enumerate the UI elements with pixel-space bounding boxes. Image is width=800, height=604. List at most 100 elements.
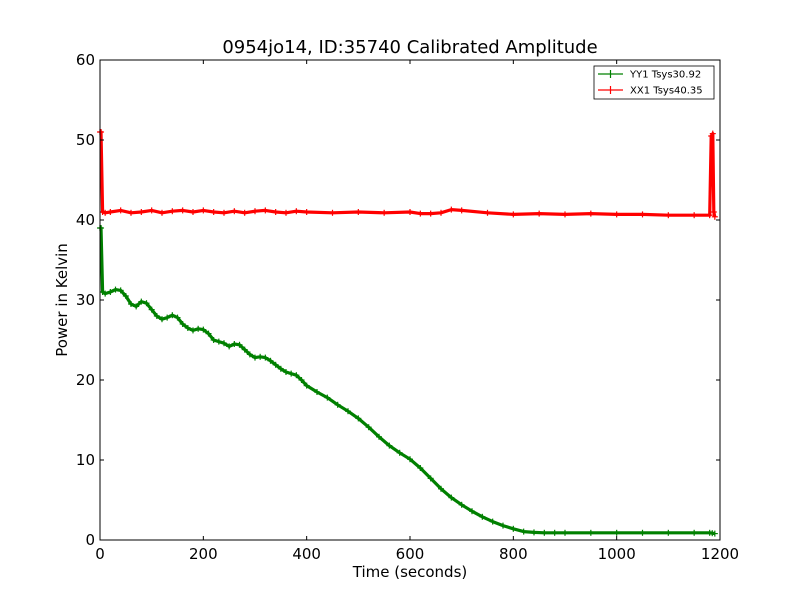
- series-0-point: [210, 337, 217, 343]
- series-0-point: [205, 330, 212, 337]
- series-1-point: [691, 212, 698, 219]
- series-1-point: [262, 207, 269, 214]
- series-0-point: [262, 354, 269, 361]
- y-axis-label: Power in Kelvin: [53, 243, 71, 357]
- series-1-point: [355, 209, 362, 215]
- legend-entry-yy1: YY1 Tsys30.92: [598, 70, 701, 81]
- series-0-point: [531, 529, 537, 536]
- series-0-line: [99, 226, 716, 536]
- series-0-point: [500, 522, 506, 529]
- series-1-point: [587, 210, 594, 217]
- series-1-point: [98, 129, 105, 135]
- series-0-point: [107, 289, 114, 295]
- y-tick-label: 30: [76, 291, 95, 309]
- series-0-point: [386, 442, 393, 449]
- series-0-point: [195, 325, 202, 332]
- series-1-point: [272, 209, 279, 215]
- series-0-point: [272, 361, 279, 368]
- x-tick-label: 600: [396, 545, 425, 563]
- series-1-point: [107, 209, 114, 215]
- y-tick-label: 60: [76, 51, 95, 69]
- series-0-point: [396, 449, 403, 456]
- series-1-point: [417, 210, 424, 217]
- series-1-point: [190, 209, 196, 215]
- series-0-point: [153, 313, 160, 319]
- series-0-point: [236, 341, 243, 348]
- y-tick-label: 20: [76, 371, 95, 389]
- series-0-point: [711, 530, 718, 537]
- series-0-point: [215, 338, 222, 345]
- series-0-point: [587, 529, 594, 536]
- series-1-point: [221, 209, 227, 216]
- series-0-point: [303, 382, 310, 389]
- series-1-point: [241, 209, 248, 216]
- series-0-point: [122, 293, 129, 299]
- series-0-point: [231, 341, 238, 347]
- series-0-point: [102, 290, 109, 297]
- series-0-point: [639, 529, 646, 536]
- series-0-point: [665, 529, 672, 536]
- series-1-point: [562, 211, 568, 218]
- series-0-point: [298, 377, 305, 383]
- series-0-point: [376, 433, 382, 440]
- legend-entry-xx1: XX1 Tsys40.35: [598, 86, 703, 97]
- y-tick-label: 10: [76, 451, 95, 469]
- series-0-point: [407, 456, 413, 463]
- series-0-point: [355, 415, 362, 422]
- x-tick-label: 400: [292, 545, 321, 563]
- series-0-point: [448, 494, 455, 501]
- series-1-point: [709, 130, 716, 137]
- x-tick-label: 200: [189, 545, 218, 563]
- series-0-point: [479, 513, 486, 520]
- series-0-point: [469, 508, 475, 515]
- series-0-point: [427, 475, 434, 482]
- series-layer: [97, 129, 718, 537]
- series-1-point: [252, 208, 258, 215]
- series-1-point: [179, 207, 186, 214]
- series-0-point: [148, 306, 155, 313]
- series-1-point: [329, 209, 336, 216]
- series-0-point: [241, 346, 248, 353]
- series-0-point: [489, 518, 496, 525]
- series-0-point: [174, 314, 181, 321]
- series-0-point: [334, 401, 341, 408]
- series-1-point: [448, 206, 455, 213]
- series-1-point: [407, 209, 413, 215]
- series-0-point: [345, 408, 351, 415]
- series-1-point: [510, 211, 517, 218]
- series-1-point: [117, 207, 124, 214]
- series-0-point: [200, 326, 207, 333]
- series-0-point: [510, 525, 517, 532]
- series-0-point: [159, 316, 165, 323]
- series-0-point: [277, 365, 284, 372]
- series-1-point: [613, 211, 620, 218]
- series-1-point: [427, 210, 434, 217]
- series-0-point: [458, 501, 465, 508]
- plot-background: [100, 60, 720, 540]
- series-1-point: [138, 209, 145, 215]
- series-1-point: [710, 209, 717, 215]
- series-0-point: [562, 529, 568, 536]
- y-tick-label: 50: [76, 131, 95, 149]
- series-1-point: [381, 209, 388, 216]
- series-1-point: [283, 209, 289, 216]
- series-1-point: [210, 209, 217, 215]
- series-1-point: [536, 210, 543, 217]
- series-1-point: [293, 208, 300, 215]
- series-0-point: [520, 528, 527, 535]
- y-tick-label: 0: [85, 531, 95, 549]
- series-1-point: [303, 209, 310, 215]
- series-0-point: [143, 300, 150, 307]
- series-0-point: [117, 287, 124, 294]
- series-0-point: [252, 354, 258, 361]
- series-0-point: [164, 314, 171, 321]
- series-0-point: [551, 529, 558, 536]
- series-1-point: [169, 208, 176, 215]
- series-1-point: [102, 209, 109, 216]
- series-1-point: [484, 209, 491, 216]
- legend-label-xx1: XX1 Tsys40.35: [630, 86, 703, 97]
- series-1-point: [665, 212, 672, 219]
- series-1-point: [200, 207, 207, 214]
- plot-area: 0 200 400 600 800 1000 1200 0 10 20 30 40 50 60: [76, 51, 739, 563]
